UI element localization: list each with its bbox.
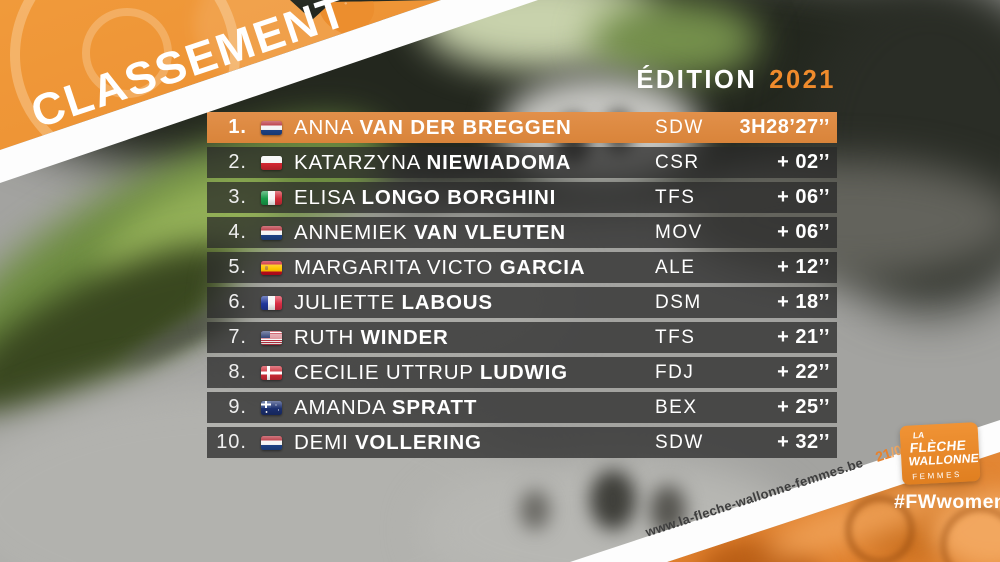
rider-first-name: CECILIE UTTRUP: [294, 360, 474, 384]
time-gap: 3H28’27’’: [739, 116, 830, 138]
rank-label: 9.: [228, 396, 247, 418]
team-code: TFS: [655, 326, 696, 348]
rider-first-name: ANNA: [294, 115, 354, 139]
rank-label: 4.: [228, 221, 247, 243]
rank-label: 8.: [228, 361, 247, 383]
table-row: 9. AMANDA SPRATT BEX + 25’’: [207, 392, 837, 423]
rider-last-name: NIEWIADOMA: [426, 150, 572, 174]
race-logo-badge: LA FLÈCHE WALLONNE FEMMES: [899, 421, 981, 486]
rider-name: JULIETTE LABOUS: [294, 291, 493, 315]
rank-label: 1.: [228, 116, 247, 138]
rider-name: AMANDA SPRATT: [294, 396, 477, 420]
table-row: 6. JULIETTE LABOUS DSM + 18’’: [207, 287, 837, 318]
table-row: 3. ELISA LONGO BORGHINI TFS + 06’’: [207, 182, 837, 213]
team-code: CSR: [655, 151, 700, 173]
rider-first-name: ELISA: [294, 185, 355, 209]
rider-first-name: JULIETTE: [294, 290, 395, 314]
race-logo-wordmark: LA FLÈCHE WALLONNE: [908, 428, 980, 469]
time-gap: + 12’’: [777, 256, 830, 278]
rank-label: 2.: [228, 151, 247, 173]
country-flag-icon: [261, 225, 282, 240]
rider-last-name: VAN VLEUTEN: [413, 220, 566, 244]
country-flag-icon: [261, 260, 282, 275]
classification-table: 1. ANNA VAN DER BREGGEN SDW 3H28’27’’ 2.…: [207, 112, 837, 462]
rank-label: 7.: [228, 326, 247, 348]
team-code: BEX: [655, 396, 698, 418]
time-gap: + 02’’: [777, 151, 830, 173]
rider-last-name: VOLLERING: [354, 430, 482, 454]
logo-wallonne: WALLONNE: [908, 450, 980, 469]
rider-last-name: GARCIA: [499, 255, 586, 279]
rider-first-name: RUTH: [294, 325, 355, 349]
bike-wheel-graphic: [940, 505, 1000, 562]
rider-last-name: VAN DER BREGGEN: [359, 115, 572, 139]
team-code: TFS: [655, 186, 696, 208]
rider-name: ANNEMIEK VAN VLEUTEN: [294, 221, 566, 245]
hashtag-label: #FWwomen: [894, 491, 1000, 513]
edition-year: 2021: [769, 66, 836, 94]
time-gap: + 32’’: [777, 431, 830, 453]
rank-label: 10.: [216, 431, 247, 453]
time-gap: + 22’’: [777, 361, 830, 383]
team-code: SDW: [655, 431, 704, 453]
photo-blob: [590, 470, 636, 530]
team-code: SDW: [655, 116, 704, 138]
rider-last-name: WINDER: [360, 325, 449, 349]
country-flag-icon: [261, 330, 282, 345]
rank-label: 3.: [228, 186, 247, 208]
team-code: DSM: [655, 291, 702, 313]
photo-blob: [590, 0, 760, 80]
bike-wheel-graphic: [845, 495, 915, 562]
team-code: MOV: [655, 221, 703, 243]
rider-first-name: AMANDA: [294, 395, 386, 419]
rider-first-name: MARGARITA VICTO: [294, 255, 494, 279]
rider-name: ELISA LONGO BORGHINI: [294, 186, 556, 210]
time-gap: + 18’’: [777, 291, 830, 313]
table-row: 2. KATARZYNA NIEWIADOMA CSR + 02’’: [207, 147, 837, 178]
table-row: 7. RUTH WINDER TFS + 21’’: [207, 322, 837, 353]
photo-blob: [520, 490, 550, 530]
country-flag-icon: [261, 435, 282, 450]
rank-label: 5.: [228, 256, 247, 278]
rider-last-name: LONGO BORGHINI: [361, 185, 557, 209]
country-flag-icon: [261, 155, 282, 170]
time-gap: + 06’’: [777, 221, 830, 243]
time-gap: + 25’’: [777, 396, 830, 418]
country-flag-icon: [261, 295, 282, 310]
rider-name: DEMI VOLLERING: [294, 431, 482, 455]
rider-name: ANNA VAN DER BREGGEN: [294, 116, 572, 140]
team-code: FDJ: [655, 361, 695, 383]
time-gap: + 21’’: [777, 326, 830, 348]
rider-first-name: KATARZYNA: [294, 150, 421, 174]
rider-name: CECILIE UTTRUP LUDWIG: [294, 361, 568, 385]
rider-name: RUTH WINDER: [294, 326, 449, 350]
edition-label: ÉDITION: [636, 66, 758, 94]
rider-last-name: SPRATT: [391, 395, 478, 419]
country-flag-icon: [261, 365, 282, 380]
rider-name: KATARZYNA NIEWIADOMA: [294, 151, 571, 175]
bike-hub-graphic: [82, 8, 172, 98]
table-row: 5. MARGARITA VICTO GARCIA ALE + 12’’: [207, 252, 837, 283]
table-row: 4. ANNEMIEK VAN VLEUTEN MOV + 06’’: [207, 217, 837, 248]
rank-label: 6.: [228, 291, 247, 313]
table-row: 10. DEMI VOLLERING SDW + 32’’: [207, 427, 837, 458]
table-row: 1. ANNA VAN DER BREGGEN SDW 3H28’27’’: [207, 112, 837, 143]
country-flag-icon: [261, 190, 282, 205]
table-row: 8. CECILIE UTTRUP LUDWIG FDJ + 22’’: [207, 357, 837, 388]
edition-title: ÉDITION 2021: [636, 66, 836, 95]
rider-last-name: LUDWIG: [479, 360, 568, 384]
rider-first-name: DEMI: [294, 430, 349, 454]
logo-femmes: FEMMES: [911, 469, 963, 482]
rider-name: MARGARITA VICTO GARCIA: [294, 256, 585, 280]
rider-first-name: ANNEMIEK: [294, 220, 408, 244]
rider-last-name: LABOUS: [401, 290, 493, 314]
team-code: ALE: [655, 256, 696, 278]
country-flag-icon: [261, 120, 282, 135]
time-gap: + 06’’: [777, 186, 830, 208]
country-flag-icon: [261, 400, 282, 415]
